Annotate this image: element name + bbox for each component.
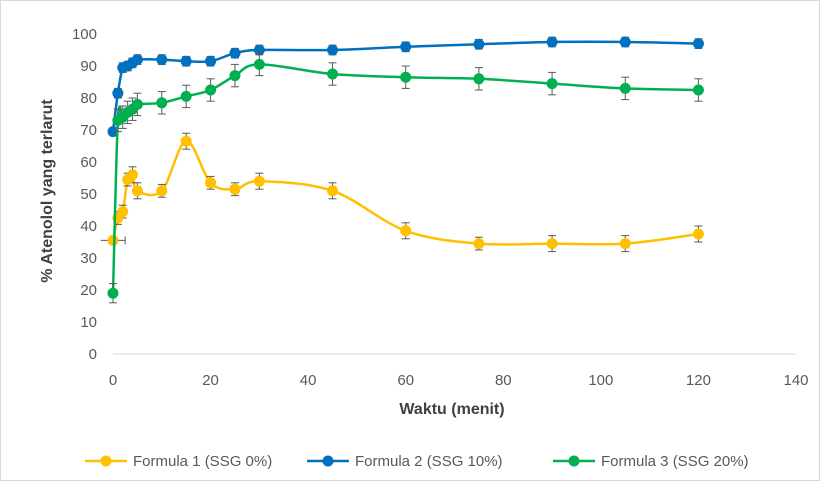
x-tick-label: 40 bbox=[300, 372, 317, 389]
data-point bbox=[546, 238, 558, 250]
data-point bbox=[229, 183, 241, 195]
legend: Formula 1 (SSG 0%) Formula 2 (SSG 10%) For… bbox=[85, 453, 749, 470]
data-point bbox=[180, 55, 192, 67]
data-point bbox=[692, 84, 704, 96]
data-point bbox=[131, 54, 143, 66]
data-point bbox=[205, 55, 217, 67]
y-tick-label: 30 bbox=[80, 250, 97, 267]
x-tick-label: 140 bbox=[783, 372, 808, 389]
data-point bbox=[107, 287, 119, 299]
y-axis-title: % Atenolol yang terlarut bbox=[39, 99, 56, 283]
y-tick-label: 40 bbox=[80, 218, 97, 235]
data-point bbox=[400, 225, 412, 237]
x-tick-label: 120 bbox=[686, 372, 711, 389]
data-point bbox=[253, 175, 265, 187]
data-point bbox=[546, 36, 558, 48]
legend-label: Formula 2 (SSG 10%) bbox=[355, 453, 503, 470]
data-point bbox=[107, 126, 119, 138]
y-tick-label: 100 bbox=[72, 26, 97, 43]
y-tick-label: 60 bbox=[80, 154, 97, 171]
data-point bbox=[107, 234, 119, 246]
x-tick-labels: 0 20 40 60 80 100 120 140 bbox=[109, 372, 809, 389]
x-tick-label: 20 bbox=[202, 372, 219, 389]
data-point bbox=[619, 36, 631, 48]
x-tick-label: 0 bbox=[109, 372, 117, 389]
legend-item-1: Formula 1 (SSG 0%) bbox=[85, 453, 272, 470]
data-point bbox=[205, 84, 217, 96]
series-3 bbox=[107, 52, 704, 304]
legend-label: Formula 1 (SSG 0%) bbox=[133, 453, 272, 470]
data-point bbox=[156, 54, 168, 66]
y-tick-label: 90 bbox=[80, 58, 97, 75]
x-tick-label: 80 bbox=[495, 372, 512, 389]
data-point bbox=[180, 135, 192, 147]
data-point bbox=[473, 38, 485, 50]
data-point bbox=[692, 38, 704, 50]
legend-marker bbox=[322, 455, 334, 467]
data-point bbox=[546, 78, 558, 90]
data-point bbox=[117, 206, 129, 218]
data-point bbox=[112, 87, 124, 99]
data-point bbox=[229, 47, 241, 59]
data-point bbox=[156, 185, 168, 197]
data-point bbox=[400, 71, 412, 83]
y-tick-label: 70 bbox=[80, 122, 97, 139]
legend-item-2: Formula 2 (SSG 10%) bbox=[307, 453, 503, 470]
y-tick-labels: 0 10 20 30 40 50 60 70 80 90 100 bbox=[72, 26, 97, 363]
data-point bbox=[692, 228, 704, 240]
data-point bbox=[229, 70, 241, 82]
plot-area bbox=[100, 36, 704, 304]
data-point bbox=[619, 82, 631, 94]
y-tick-label: 10 bbox=[80, 314, 97, 331]
data-point bbox=[327, 44, 339, 56]
data-point bbox=[619, 238, 631, 250]
x-tick-label: 60 bbox=[397, 372, 414, 389]
data-point bbox=[131, 185, 143, 197]
y-tick-label: 80 bbox=[80, 90, 97, 107]
data-point bbox=[180, 90, 192, 102]
y-tick-label: 0 bbox=[89, 346, 97, 363]
data-point bbox=[127, 169, 139, 181]
data-point bbox=[131, 98, 143, 110]
legend-marker bbox=[100, 455, 112, 467]
legend-marker bbox=[568, 455, 580, 467]
data-point bbox=[400, 41, 412, 53]
x-axis-title: Waktu (menit) bbox=[399, 401, 504, 418]
x-tick-label: 100 bbox=[588, 372, 613, 389]
series-1 bbox=[100, 132, 704, 253]
data-point bbox=[327, 185, 339, 197]
y-tick-label: 20 bbox=[80, 282, 97, 299]
data-point bbox=[473, 73, 485, 85]
data-point bbox=[327, 68, 339, 80]
y-tick-label: 50 bbox=[80, 186, 97, 203]
data-point bbox=[253, 58, 265, 70]
legend-item-3: Formula 3 (SSG 20%) bbox=[553, 453, 749, 470]
data-point bbox=[156, 97, 168, 109]
legend-label: Formula 3 (SSG 20%) bbox=[601, 453, 749, 470]
data-point bbox=[473, 238, 485, 250]
data-point bbox=[205, 177, 217, 189]
